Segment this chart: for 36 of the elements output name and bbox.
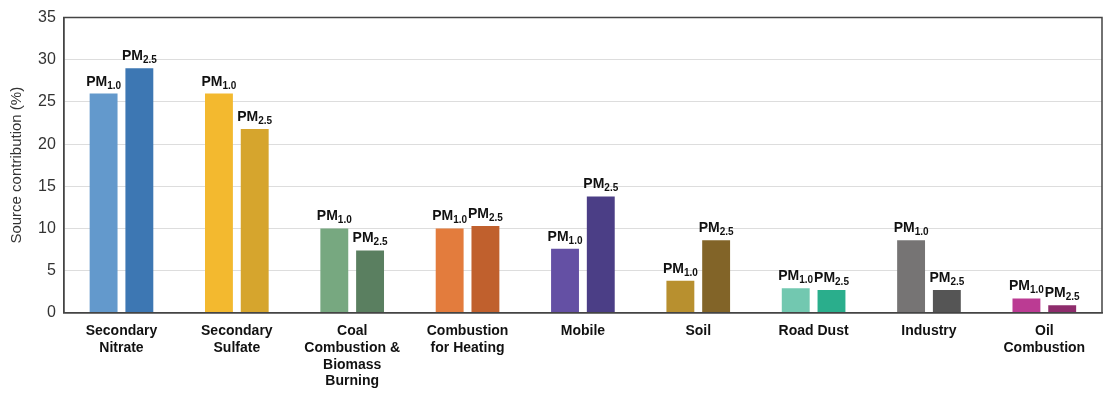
x-tick-label: Combustion for Heating xyxy=(426,322,509,355)
bar xyxy=(817,290,846,313)
bar xyxy=(897,240,926,313)
bar xyxy=(240,128,269,313)
x-tick-label: Coal Combustion & Biomass Burning xyxy=(304,322,401,389)
bar xyxy=(932,290,961,313)
bar xyxy=(586,196,615,313)
y-tick-label: 30 xyxy=(38,50,56,68)
bar xyxy=(320,228,349,313)
x-tick-label: Soil xyxy=(685,322,712,339)
bar xyxy=(1012,298,1041,313)
bar xyxy=(205,93,233,313)
y-tick-label: 35 xyxy=(38,8,56,26)
x-tick-label: Road Dust xyxy=(778,322,849,339)
bar xyxy=(1048,305,1077,313)
x-tick-label: Secondary Sulfate xyxy=(201,322,273,355)
y-tick-label: 10 xyxy=(38,218,56,236)
y-tick-label: 0 xyxy=(46,303,56,321)
x-tick-label: Industry xyxy=(901,322,957,339)
x-tick-label: Secondary Nitrate xyxy=(85,322,158,355)
bar xyxy=(551,248,579,313)
x-tick-label: Oil Combustion xyxy=(1003,322,1086,355)
y-axis-title: Source contribution (%) xyxy=(7,86,25,244)
bar xyxy=(125,68,154,313)
bar xyxy=(666,280,695,313)
bar xyxy=(471,225,500,313)
bar xyxy=(781,288,810,313)
bar xyxy=(702,240,731,313)
bar xyxy=(89,93,118,313)
y-tick-label: 15 xyxy=(38,176,56,194)
y-tick-label: 25 xyxy=(38,92,56,110)
y-tick-label: 20 xyxy=(38,134,56,152)
bar xyxy=(435,228,464,313)
x-tick-label: Mobile xyxy=(560,322,606,339)
y-tick-label: 5 xyxy=(46,261,56,279)
bar xyxy=(356,250,385,313)
